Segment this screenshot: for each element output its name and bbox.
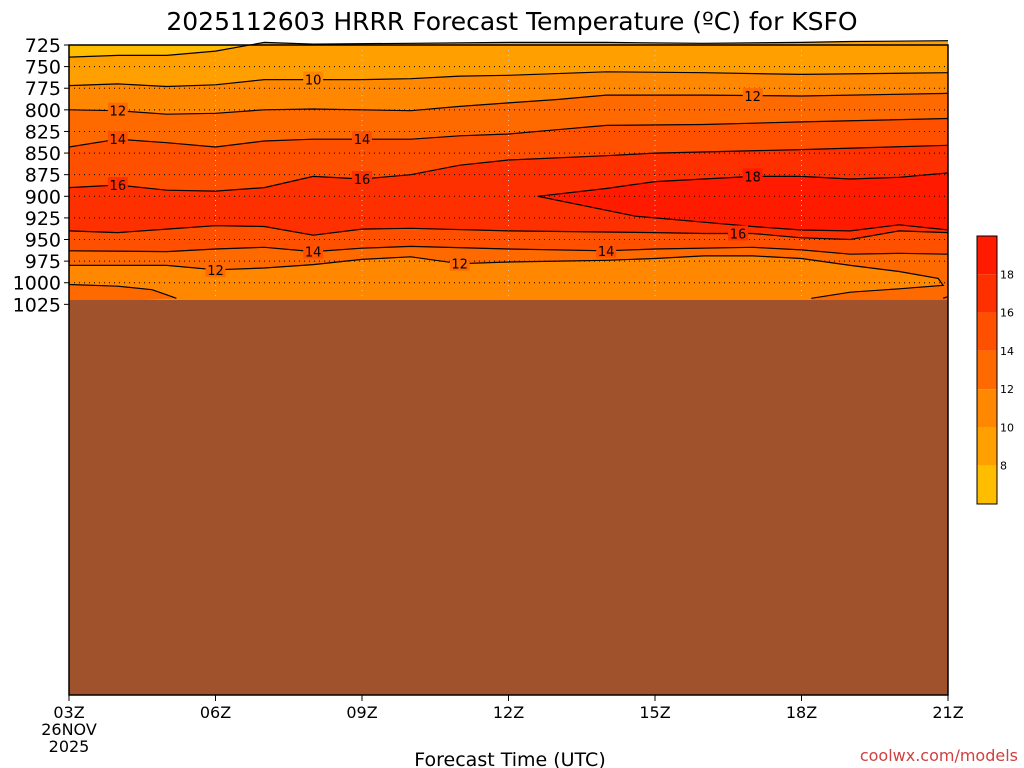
y-tick-label: 800 (25, 100, 61, 122)
contour-label-bg (742, 168, 763, 184)
y-tick-label: 975 (25, 251, 61, 273)
y-tick-label: 900 (25, 186, 61, 208)
contour-label-bg (596, 242, 617, 258)
contour-line (942, 296, 949, 299)
contour-line (68, 71, 949, 88)
y-tick-label: 875 (25, 165, 61, 187)
contour-line (68, 283, 177, 299)
contour-label-bg (728, 225, 749, 241)
contour-line (68, 245, 949, 255)
legend-swatch (977, 427, 997, 466)
legend-swatch (977, 312, 997, 351)
legend-tick-label: 10 (1000, 421, 1014, 434)
contour-label-bg (352, 170, 372, 186)
x-tick-label: 12Z (493, 703, 524, 722)
legend-tick-label: 16 (1000, 307, 1014, 320)
contour-label-bg (449, 255, 470, 271)
contour-label: 16 (110, 179, 127, 194)
legend-swatch (977, 465, 997, 504)
x-tick-label: 15Z (639, 703, 670, 722)
color-legend: 8 10 12 14 16 18 (976, 235, 1014, 505)
contour-label-bg (205, 261, 226, 277)
y-tick-label: 775 (25, 78, 61, 100)
y-tick-label: 850 (25, 143, 61, 165)
x-tick-label: 21Z (932, 703, 963, 722)
legend-frame (976, 235, 998, 505)
contour-line (68, 144, 949, 192)
contour-label: 14 (305, 246, 322, 261)
band-fill-12-14-surface-right (811, 256, 948, 305)
contour-label-bg (107, 102, 128, 118)
contour-label: 18 (744, 170, 761, 185)
contour-line (68, 117, 949, 148)
legend-swatch (977, 350, 997, 390)
legend-swatch (977, 274, 997, 313)
chart-title: 2025112603 HRRR Forecast Temperature (ºC… (166, 7, 857, 36)
contour-label-bg (742, 88, 763, 104)
y-tick-label: 1000 (13, 273, 61, 295)
contour-label: 12 (451, 258, 468, 273)
legend-tick-label: 18 (1000, 268, 1014, 281)
contour-label: 12 (207, 264, 224, 279)
y-tick-label: 950 (25, 230, 61, 252)
contour-label: 14 (110, 133, 127, 148)
contour-label-bg (303, 243, 324, 259)
legend-tick-label: 8 (1000, 460, 1007, 473)
contour-line (68, 92, 949, 115)
contour-label: 12 (110, 105, 127, 120)
x-tick-label: 06Z (200, 703, 231, 722)
contour-label: 14 (354, 133, 371, 148)
contour-line (68, 40, 949, 58)
y-tick-label: 825 (25, 121, 61, 143)
y-axis: 7257507758008258508759009259509751000102… (13, 35, 69, 316)
x-tick-label: 2025 (49, 737, 90, 756)
x-tick-label: 18Z (786, 703, 817, 722)
contour-label-bg (303, 71, 324, 87)
contour-label-bg (107, 131, 128, 147)
legend-swatch (977, 389, 997, 428)
y-tick-label: 750 (25, 57, 61, 79)
contour-line (68, 225, 949, 241)
legend-swatch (977, 236, 997, 275)
y-tick-label: 1025 (13, 294, 61, 316)
x-tick-label: 26NOV (41, 720, 97, 739)
y-tick-label: 925 (25, 208, 61, 230)
legend-tick-label: 14 (1000, 345, 1014, 358)
contour-lines: 10 12 12 14 14 16 16 18 16 14 14 12 12 (68, 40, 949, 299)
y-tick-label: 725 (25, 35, 61, 57)
contour-label: 10 (305, 74, 322, 89)
contour-label: 16 (730, 227, 747, 242)
band-fill-10-12-lower (69, 255, 944, 305)
contour-label-bg (352, 131, 372, 147)
contour-label: 12 (744, 90, 761, 105)
x-axis-label: Forecast Time (UTC) (414, 749, 605, 768)
contour-line (69, 255, 945, 299)
surface-ground-band (69, 300, 948, 695)
x-tick-label: 09Z (346, 703, 377, 722)
legend-tick-label: 12 (1000, 383, 1014, 396)
credit-link[interactable]: coolwx.com/models (860, 746, 1018, 765)
x-tick-label: 03Z (53, 703, 84, 722)
contour-label: 14 (598, 245, 615, 260)
contour-label: 16 (354, 173, 371, 188)
contour-label-bg (107, 177, 128, 193)
